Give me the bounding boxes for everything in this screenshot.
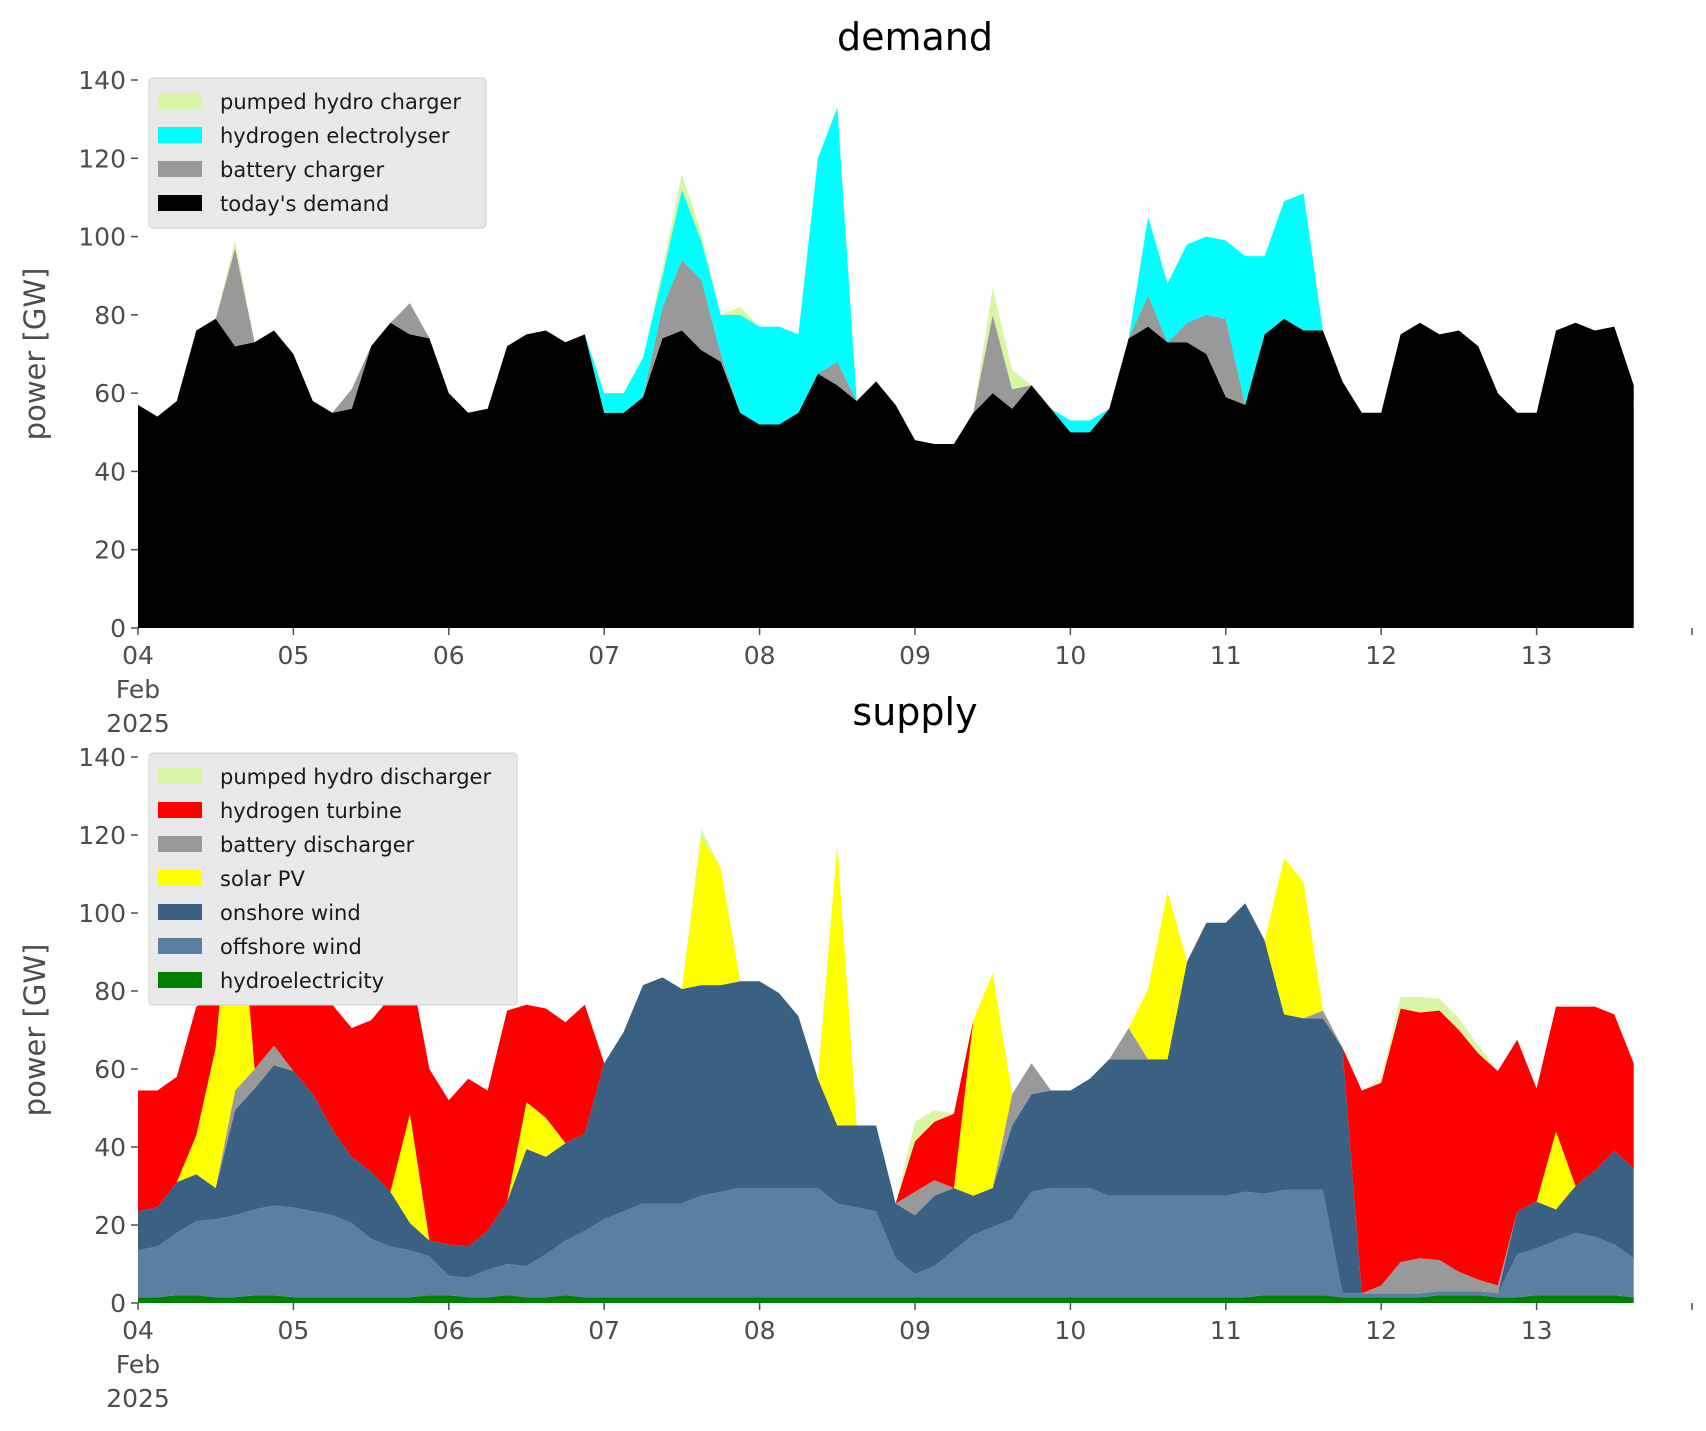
legend: pumped hydro discharger hydrogen turbine b…	[148, 752, 518, 1006]
legend-label-hydroelectricity: hydroelectricity	[220, 969, 384, 993]
y-tick-label: 120	[78, 821, 126, 850]
legend-label-solar-pv: solar PV	[220, 867, 305, 891]
legend-swatch-battery-discharger	[158, 836, 202, 852]
y-tick-label: 40	[94, 1133, 126, 1162]
y-tick-label: 20	[94, 536, 126, 565]
supply-panel: supply power [GW] 0 20 40 60 80 100 120 140 04 Feb 2…	[18, 690, 1693, 1413]
chart-title: demand	[837, 15, 993, 59]
y-tick-label: 60	[94, 1055, 126, 1084]
legend-swatch-pumped-hydro-discharger	[158, 768, 202, 784]
x-tick-sublabel: Feb	[116, 1350, 160, 1379]
legend-swatch-offshore-wind	[158, 938, 202, 954]
x-tick-label: 09	[899, 641, 931, 670]
y-tick-label: 140	[78, 66, 126, 95]
y-tick-label: 80	[94, 301, 126, 330]
legend-swatch-hydrogen-turbine	[158, 802, 202, 818]
x-tick-label: 04	[122, 1316, 154, 1345]
area-onshore-wind	[138, 903, 1634, 1294]
legend-label-pumped-hydro-charger: pumped hydro charger	[220, 90, 461, 114]
legend-label-battery-charger: battery charger	[220, 158, 385, 182]
legend-swatch-battery-charger	[158, 161, 202, 177]
area-offshore-wind	[138, 1188, 1634, 1298]
legend-label-offshore-wind: offshore wind	[220, 935, 362, 959]
demand-panel: demand power [GW] 0 20 40 60 80 100 120 140 04 Feb 2…	[18, 15, 1693, 738]
y-tick-label: 60	[94, 379, 126, 408]
y-tick-label: 140	[78, 743, 126, 772]
x-tick-label: 05	[277, 641, 309, 670]
legend-label-onshore-wind: onshore wind	[220, 901, 361, 925]
x-tick-label: 09	[899, 1316, 931, 1345]
x-tick-label: 10	[1054, 641, 1086, 670]
x-tick-label: 11	[1210, 641, 1242, 670]
legend-label-hydrogen-turbine: hydrogen turbine	[220, 799, 402, 823]
x-tick-label: 08	[744, 1316, 776, 1345]
x-tick-label: 07	[588, 641, 620, 670]
legend-swatch-hydrogen-electrolyser	[158, 127, 202, 143]
legend-label-hydrogen-electrolyser: hydrogen electrolyser	[220, 124, 450, 148]
legend-box	[148, 77, 487, 229]
area-today-s-demand	[138, 318, 1634, 628]
legend-label-pumped-hydro-discharger: pumped hydro discharger	[220, 765, 491, 789]
legend-label-battery-discharger: battery discharger	[220, 833, 415, 857]
x-tick-label: 12	[1365, 641, 1397, 670]
y-tick-label: 40	[94, 457, 126, 486]
y-tick-label: 100	[78, 223, 126, 252]
y-tick-label: 20	[94, 1211, 126, 1240]
area-solar-pv	[138, 829, 1634, 1294]
chart-title: supply	[852, 690, 977, 734]
legend-swatch-hydroelectricity	[158, 972, 202, 988]
x-tick-label: 04	[122, 641, 154, 670]
area-hydroelectricity	[138, 1295, 1634, 1303]
x-tick-label: 13	[1521, 1316, 1553, 1345]
legend-label-today-s-demand: today's demand	[220, 192, 389, 216]
legend-swatch-onshore-wind	[158, 904, 202, 920]
legend-swatch-pumped-hydro-charger	[158, 93, 202, 109]
legend-swatch-solar-pv	[158, 870, 202, 886]
legend: pumped hydro charger hydrogen electrolyse…	[148, 77, 487, 229]
x-tick-label: 08	[744, 641, 776, 670]
x-tick-label: 13	[1521, 641, 1553, 670]
y-axis-label: power [GW]	[18, 944, 52, 1117]
y-tick-label: 120	[78, 144, 126, 173]
x-tick-label: 07	[588, 1316, 620, 1345]
x-tick-label: 12	[1365, 1316, 1397, 1345]
y-tick-label: 0	[110, 1289, 126, 1318]
y-axis-label: power [GW]	[18, 268, 52, 441]
y-tick-label: 0	[110, 614, 126, 643]
x-tick-sublabel: Feb	[116, 675, 160, 704]
y-tick-label: 100	[78, 899, 126, 928]
x-tick-label: 06	[433, 641, 465, 670]
x-tick-label: 10	[1054, 1316, 1086, 1345]
area-hydrogen-turbine	[138, 829, 1634, 1294]
x-tick-label: 06	[433, 1316, 465, 1345]
legend-swatch-today-s-demand	[158, 195, 202, 211]
y-tick-label: 80	[94, 977, 126, 1006]
x-tick-sublabel: 2025	[106, 1384, 170, 1413]
x-tick-label: 11	[1210, 1316, 1242, 1345]
legend-box	[148, 752, 518, 1006]
x-tick-label: 05	[277, 1316, 309, 1345]
x-tick-sublabel: 2025	[106, 709, 170, 738]
